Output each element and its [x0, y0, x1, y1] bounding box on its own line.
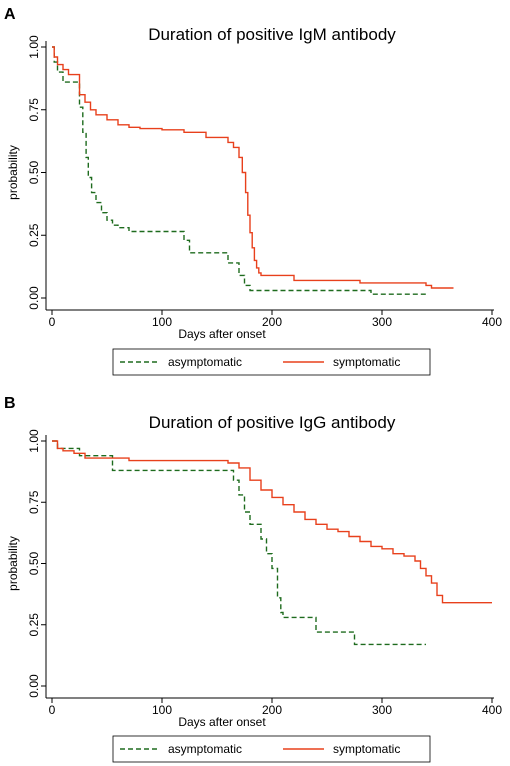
legend-label-asymptomatic: asymptomatic: [168, 742, 242, 756]
x-axis-label: Days after onset: [178, 327, 266, 341]
y-axis-label: probability: [6, 145, 20, 200]
x-tick-label: 300: [372, 703, 392, 717]
x-tick-label: 400: [482, 315, 502, 329]
chart-panel-b: Duration of positive IgG antibody 0.00 0.2…: [6, 413, 502, 763]
x-axis-label: Days after onset: [178, 715, 266, 729]
panel-b-label: B: [4, 395, 16, 412]
x-tick-label: 300: [372, 315, 392, 329]
legend-label-symptomatic: symptomatic: [333, 355, 400, 369]
legend-label-symptomatic: symptomatic: [333, 742, 400, 756]
x-tick-label: 0: [49, 315, 56, 329]
y-tick-label: 0.00: [27, 286, 41, 310]
y-tick-label: 0.50: [27, 160, 41, 184]
legend: asymptomatic symptomatic: [112, 348, 431, 376]
y-tick-label: 0.50: [27, 551, 41, 575]
legend-box: [112, 735, 431, 763]
legend-box: [112, 348, 431, 376]
x-tick-label: 0: [49, 703, 56, 717]
chart-title: Duration of positive IgM antibody: [148, 25, 396, 44]
y-tick-label: 0.75: [27, 490, 41, 514]
x-tick-label: 100: [152, 703, 172, 717]
series-line-asymptomatic: [52, 46, 426, 295]
y-tick-label: 1.00: [27, 429, 41, 453]
y-axis-label: probability: [6, 536, 20, 591]
series-line-asymptomatic: [52, 440, 426, 646]
chart-panel-a: Duration of positive IgM antibody 0.00 0.2…: [6, 25, 502, 376]
legend: asymptomatic symptomatic: [112, 735, 431, 763]
series-line-symptomatic: [52, 46, 454, 289]
series-line-symptomatic: [52, 440, 492, 604]
x-tick-label: 200: [262, 703, 282, 717]
y-tick-label: 0.00: [27, 674, 41, 698]
x-tick-label: 200: [262, 315, 282, 329]
panel-a-label: A: [4, 6, 16, 23]
y-tick-label: 1.00: [27, 35, 41, 59]
x-tick-label: 100: [152, 315, 172, 329]
chart-title: Duration of positive IgG antibody: [149, 413, 396, 432]
x-tick-label: 400: [482, 703, 502, 717]
y-tick-label: 0.75: [27, 98, 41, 122]
y-tick-label: 0.25: [27, 223, 41, 247]
legend-label-asymptomatic: asymptomatic: [168, 355, 242, 369]
y-tick-label: 0.25: [27, 613, 41, 637]
